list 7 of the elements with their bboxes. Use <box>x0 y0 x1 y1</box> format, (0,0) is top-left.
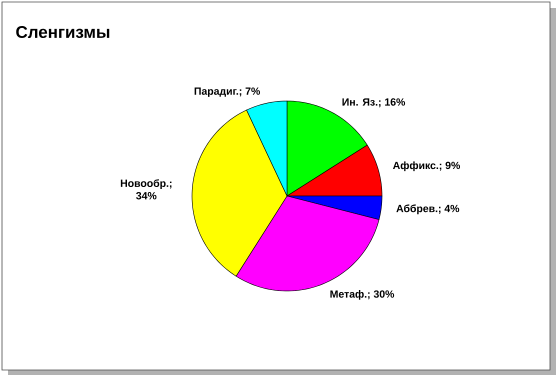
slice-label: Ин. Яз.; 16% <box>342 98 406 108</box>
slice-label: Метаф.; 30% <box>330 290 394 300</box>
slice-label: Аббрев.; 4% <box>396 204 460 214</box>
slice-label: Парадиг.; 7% <box>194 87 260 97</box>
slice-label: Новообр.; 34% <box>120 179 172 200</box>
chart-title: Сленгизмы <box>16 26 110 38</box>
slice-label: Аффикс.; 9% <box>392 161 460 172</box>
